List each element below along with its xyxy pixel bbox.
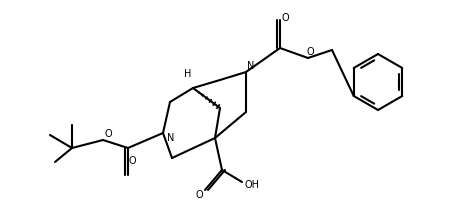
Text: H: H: [184, 69, 191, 79]
Text: N: N: [167, 133, 174, 143]
Text: O: O: [195, 190, 202, 200]
Text: OH: OH: [244, 180, 259, 190]
Text: N: N: [247, 61, 254, 71]
Text: O: O: [104, 129, 111, 139]
Text: O: O: [281, 13, 288, 23]
Text: O: O: [128, 157, 136, 166]
Text: O: O: [305, 47, 313, 57]
